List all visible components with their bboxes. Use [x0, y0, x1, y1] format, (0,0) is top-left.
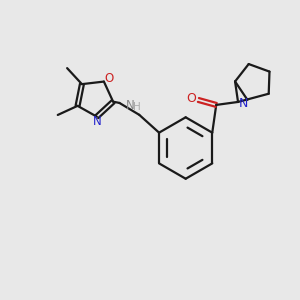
Text: H: H: [134, 102, 141, 112]
Text: O: O: [104, 72, 113, 85]
Text: O: O: [187, 92, 196, 106]
Text: N: N: [126, 99, 135, 112]
Text: N: N: [92, 115, 101, 128]
Text: N: N: [238, 98, 248, 110]
